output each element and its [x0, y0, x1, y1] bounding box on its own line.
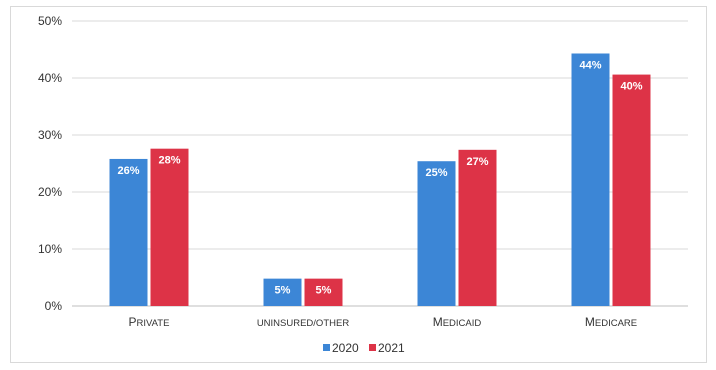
data-label: 27%	[466, 156, 488, 168]
y-tick-label: 20%	[38, 185, 62, 199]
legend-label-2021: 2021	[378, 341, 405, 355]
y-tick-label: 0%	[45, 299, 63, 313]
x-tick-label-initial: M	[585, 315, 595, 329]
legend-swatch-2021	[369, 344, 376, 351]
data-label: 40%	[620, 81, 642, 93]
bar-2021-3	[612, 74, 651, 306]
x-tick-label-rest: EDICAID	[443, 318, 482, 329]
legend-swatch-2020	[323, 344, 330, 351]
data-label: 5%	[316, 285, 332, 297]
data-label: 28%	[158, 155, 180, 167]
bar-2020-3	[571, 53, 610, 306]
bar-2020-1	[263, 278, 302, 306]
bar-2021-0	[150, 148, 189, 306]
bar-2021-1	[304, 278, 343, 306]
x-tick-label: MEDICAID	[433, 315, 482, 329]
data-label: 26%	[117, 165, 139, 177]
x-tick-label-initial: M	[433, 315, 443, 329]
bar-2020-0	[109, 158, 148, 306]
x-axis: PRIVATE UNINSURED/OTHER MEDICAID MEDICARE	[129, 315, 638, 329]
x-tick-label: MEDICARE	[585, 315, 637, 329]
y-tick-label: 30%	[38, 128, 62, 142]
y-tick-label: 10%	[38, 242, 62, 256]
x-tick-label: PRIVATE	[129, 315, 170, 329]
x-tick-label-rest: EDICARE	[595, 318, 637, 329]
legend: 2020 2021	[323, 341, 405, 355]
data-label: 25%	[425, 167, 447, 179]
x-tick-label: UNINSURED/OTHER	[257, 318, 350, 329]
x-tick-label-rest: UNINSURED/OTHER	[257, 318, 350, 329]
y-tick-label: 40%	[38, 71, 62, 85]
x-tick-label-rest: RIVATE	[137, 318, 170, 329]
bars: 26% 28% 5% 5% 25% 27% 44% 40%	[109, 53, 651, 306]
y-tick-label: 50%	[38, 14, 62, 28]
bar-2021-2	[458, 149, 497, 306]
legend-label-2020: 2020	[332, 341, 359, 355]
x-tick-label-initial: P	[129, 315, 137, 329]
y-axis: 0% 10% 20% 30% 40% 50%	[38, 14, 62, 313]
data-label: 5%	[275, 285, 291, 297]
bar-2020-2	[417, 161, 456, 306]
data-label: 44%	[579, 59, 601, 71]
